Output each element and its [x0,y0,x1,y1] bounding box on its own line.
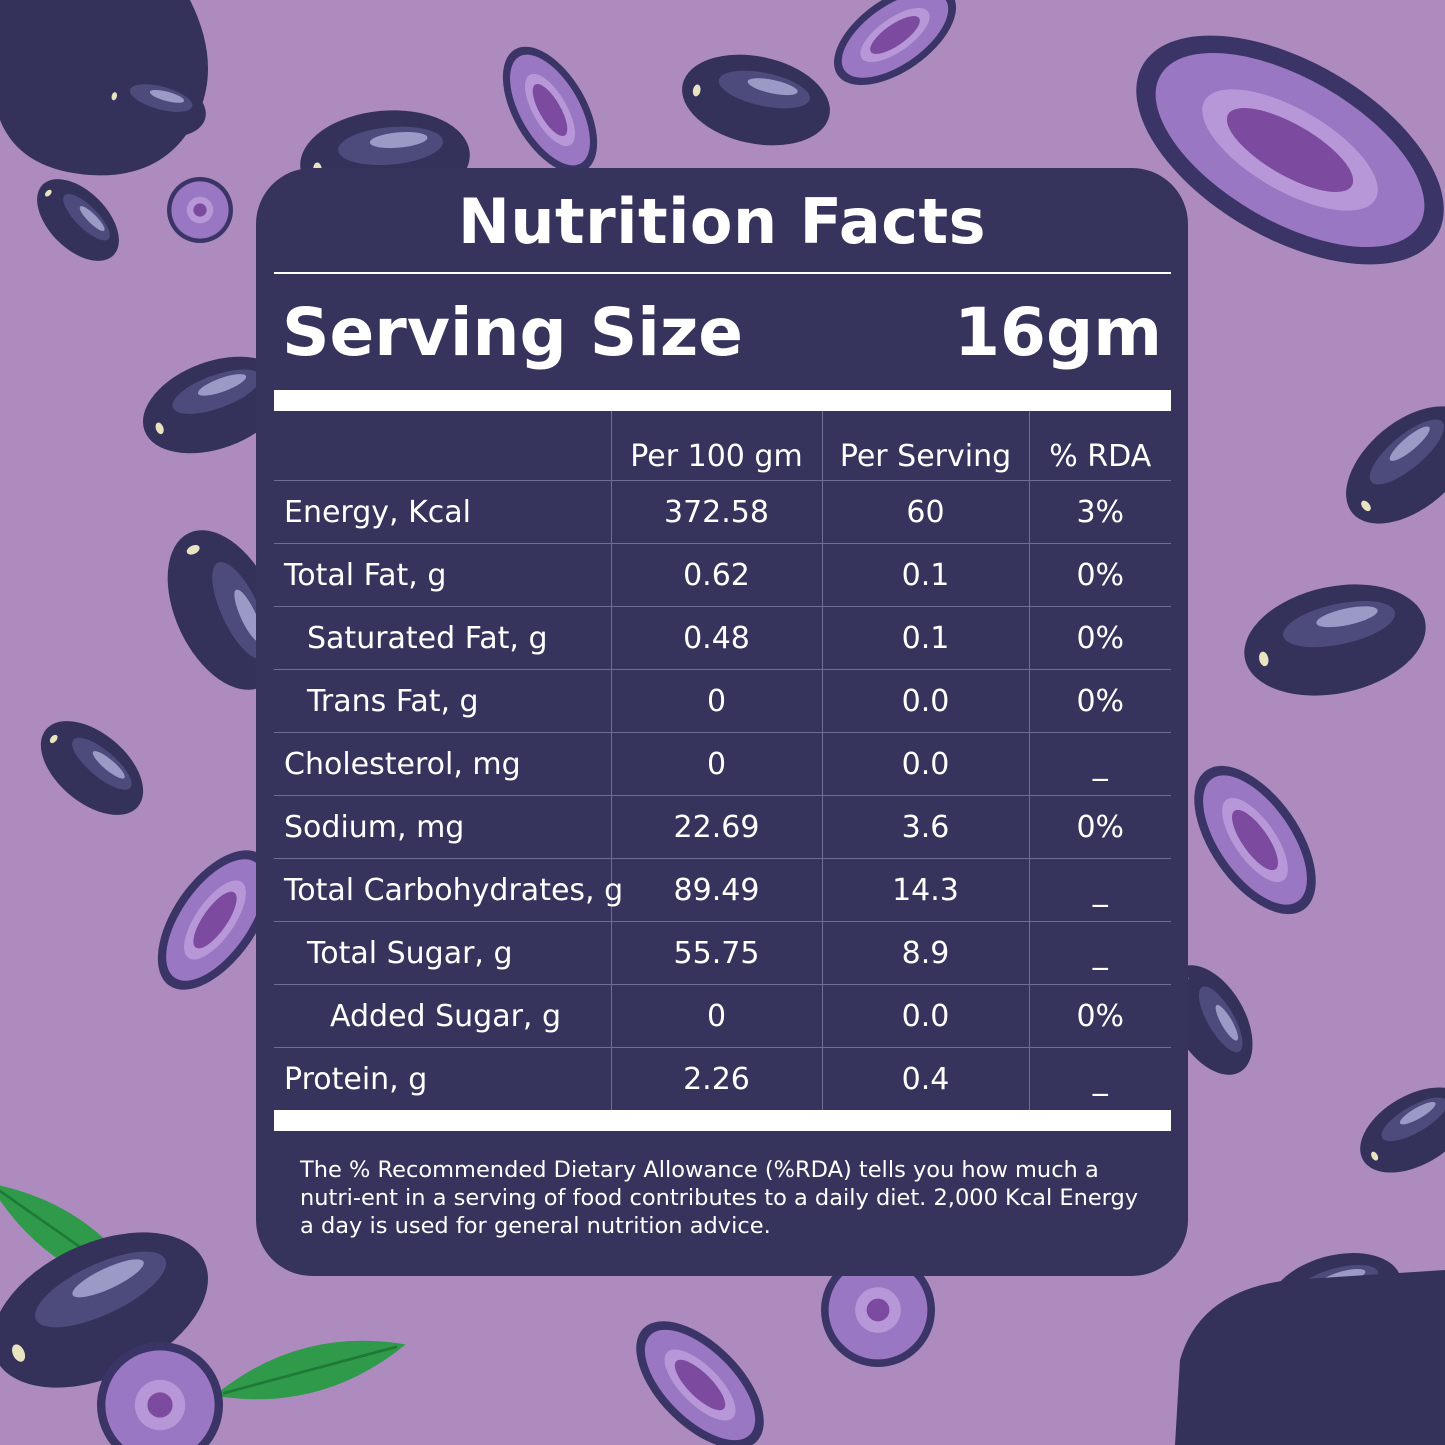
per-100-value: 0 [610,984,822,1048]
rda-value: 0% [1028,606,1171,670]
table-row: Protein, g 2.26 0.4 _ [274,1047,1171,1110]
table-row: Total Carbohydrates, g 89.49 14.3 _ [274,858,1171,922]
per-100-value: 22.69 [610,795,822,859]
nutrient-label: Energy, Kcal [274,480,611,544]
table-row: Saturated Fat, g 0.48 0.1 0% [274,606,1171,670]
per-serving-value: 0.4 [821,1047,1029,1110]
table-header-row: Per 100 gm Per Serving % RDA [274,411,1171,481]
rda-value: _ [1028,1047,1171,1110]
nutrition-facts-panel: Nutrition Facts Serving Size 16gm Per 10… [256,168,1188,1276]
rda-value: _ [1028,921,1171,985]
per-serving-value: 0.0 [821,669,1029,733]
nutrient-label: Cholesterol, mg [274,732,611,796]
rda-value: 0% [1028,795,1171,859]
rda-value: _ [1028,858,1171,922]
per-100-value: 89.49 [610,858,822,922]
table-row: Sodium, mg 22.69 3.6 0% [274,795,1171,859]
table-row: Trans Fat, g 0 0.0 0% [274,669,1171,733]
table-row: Added Sugar, g 0 0.0 0% [274,984,1171,1048]
rda-value: 0% [1028,543,1171,607]
rda-value: 0% [1028,984,1171,1048]
nutrient-label: Added Sugar, g [274,984,611,1048]
per-serving-value: 0.0 [821,732,1029,796]
serving-size-value: 16gm [954,294,1162,371]
per-100-value: 372.58 [610,480,822,544]
rda-footnote: The % Recommended Dietary Allowance (%RD… [300,1157,1139,1239]
per-serving-value: 0.0 [821,984,1029,1048]
per-100-value: 2.26 [610,1047,822,1110]
per-serving-value: 14.3 [821,858,1029,922]
per-100-value: 0 [610,669,822,733]
serving-size-label: Serving Size [282,294,744,371]
per-100-value: 0 [610,732,822,796]
per-serving-value: 8.9 [821,921,1029,985]
per-100-value: 0.62 [610,543,822,607]
per-100-value: 55.75 [610,921,822,985]
per-serving-value: 0.1 [821,606,1029,670]
thick-divider-top [274,390,1171,411]
table-row: Total Fat, g 0.62 0.1 0% [274,543,1171,607]
thick-divider-bottom [274,1110,1171,1131]
nutrient-label: Total Sugar, g [274,921,611,985]
column-header-rda: % RDA [1028,411,1171,481]
per-100-value: 0.48 [610,606,822,670]
nutrient-label: Protein, g [284,1061,428,1097]
nutrient-label: Trans Fat, g [274,669,611,733]
per-serving-value: 3.6 [821,795,1029,859]
table-row: Total Sugar, g 55.75 8.9 _ [274,921,1171,985]
rda-value: 0% [1028,669,1171,733]
rda-value: _ [1028,732,1171,796]
per-serving-value: 0.1 [821,543,1029,607]
per-serving-value: 60 [821,480,1029,544]
nutrient-label: Saturated Fat, g [274,606,611,670]
table-row: Energy, Kcal 372.58 60 3% [274,480,1171,544]
nutrient-label: Total Carbohydrates, g [274,858,623,922]
column-header-per-serving: Per Serving [821,411,1029,481]
column-header-nutrient [274,411,611,481]
title-divider [274,272,1171,274]
nutrient-label: Sodium, mg [274,795,611,859]
nutrition-table: Per 100 gm Per Serving % RDA Energy, Kca… [274,411,1171,1110]
table-row: Cholesterol, mg 0 0.0 _ [274,732,1171,796]
panel-title: Nutrition Facts [457,185,987,258]
rda-value: 3% [1028,480,1171,544]
nutrient-label: Total Fat, g [274,543,611,607]
column-header-per-100: Per 100 gm [610,411,822,481]
